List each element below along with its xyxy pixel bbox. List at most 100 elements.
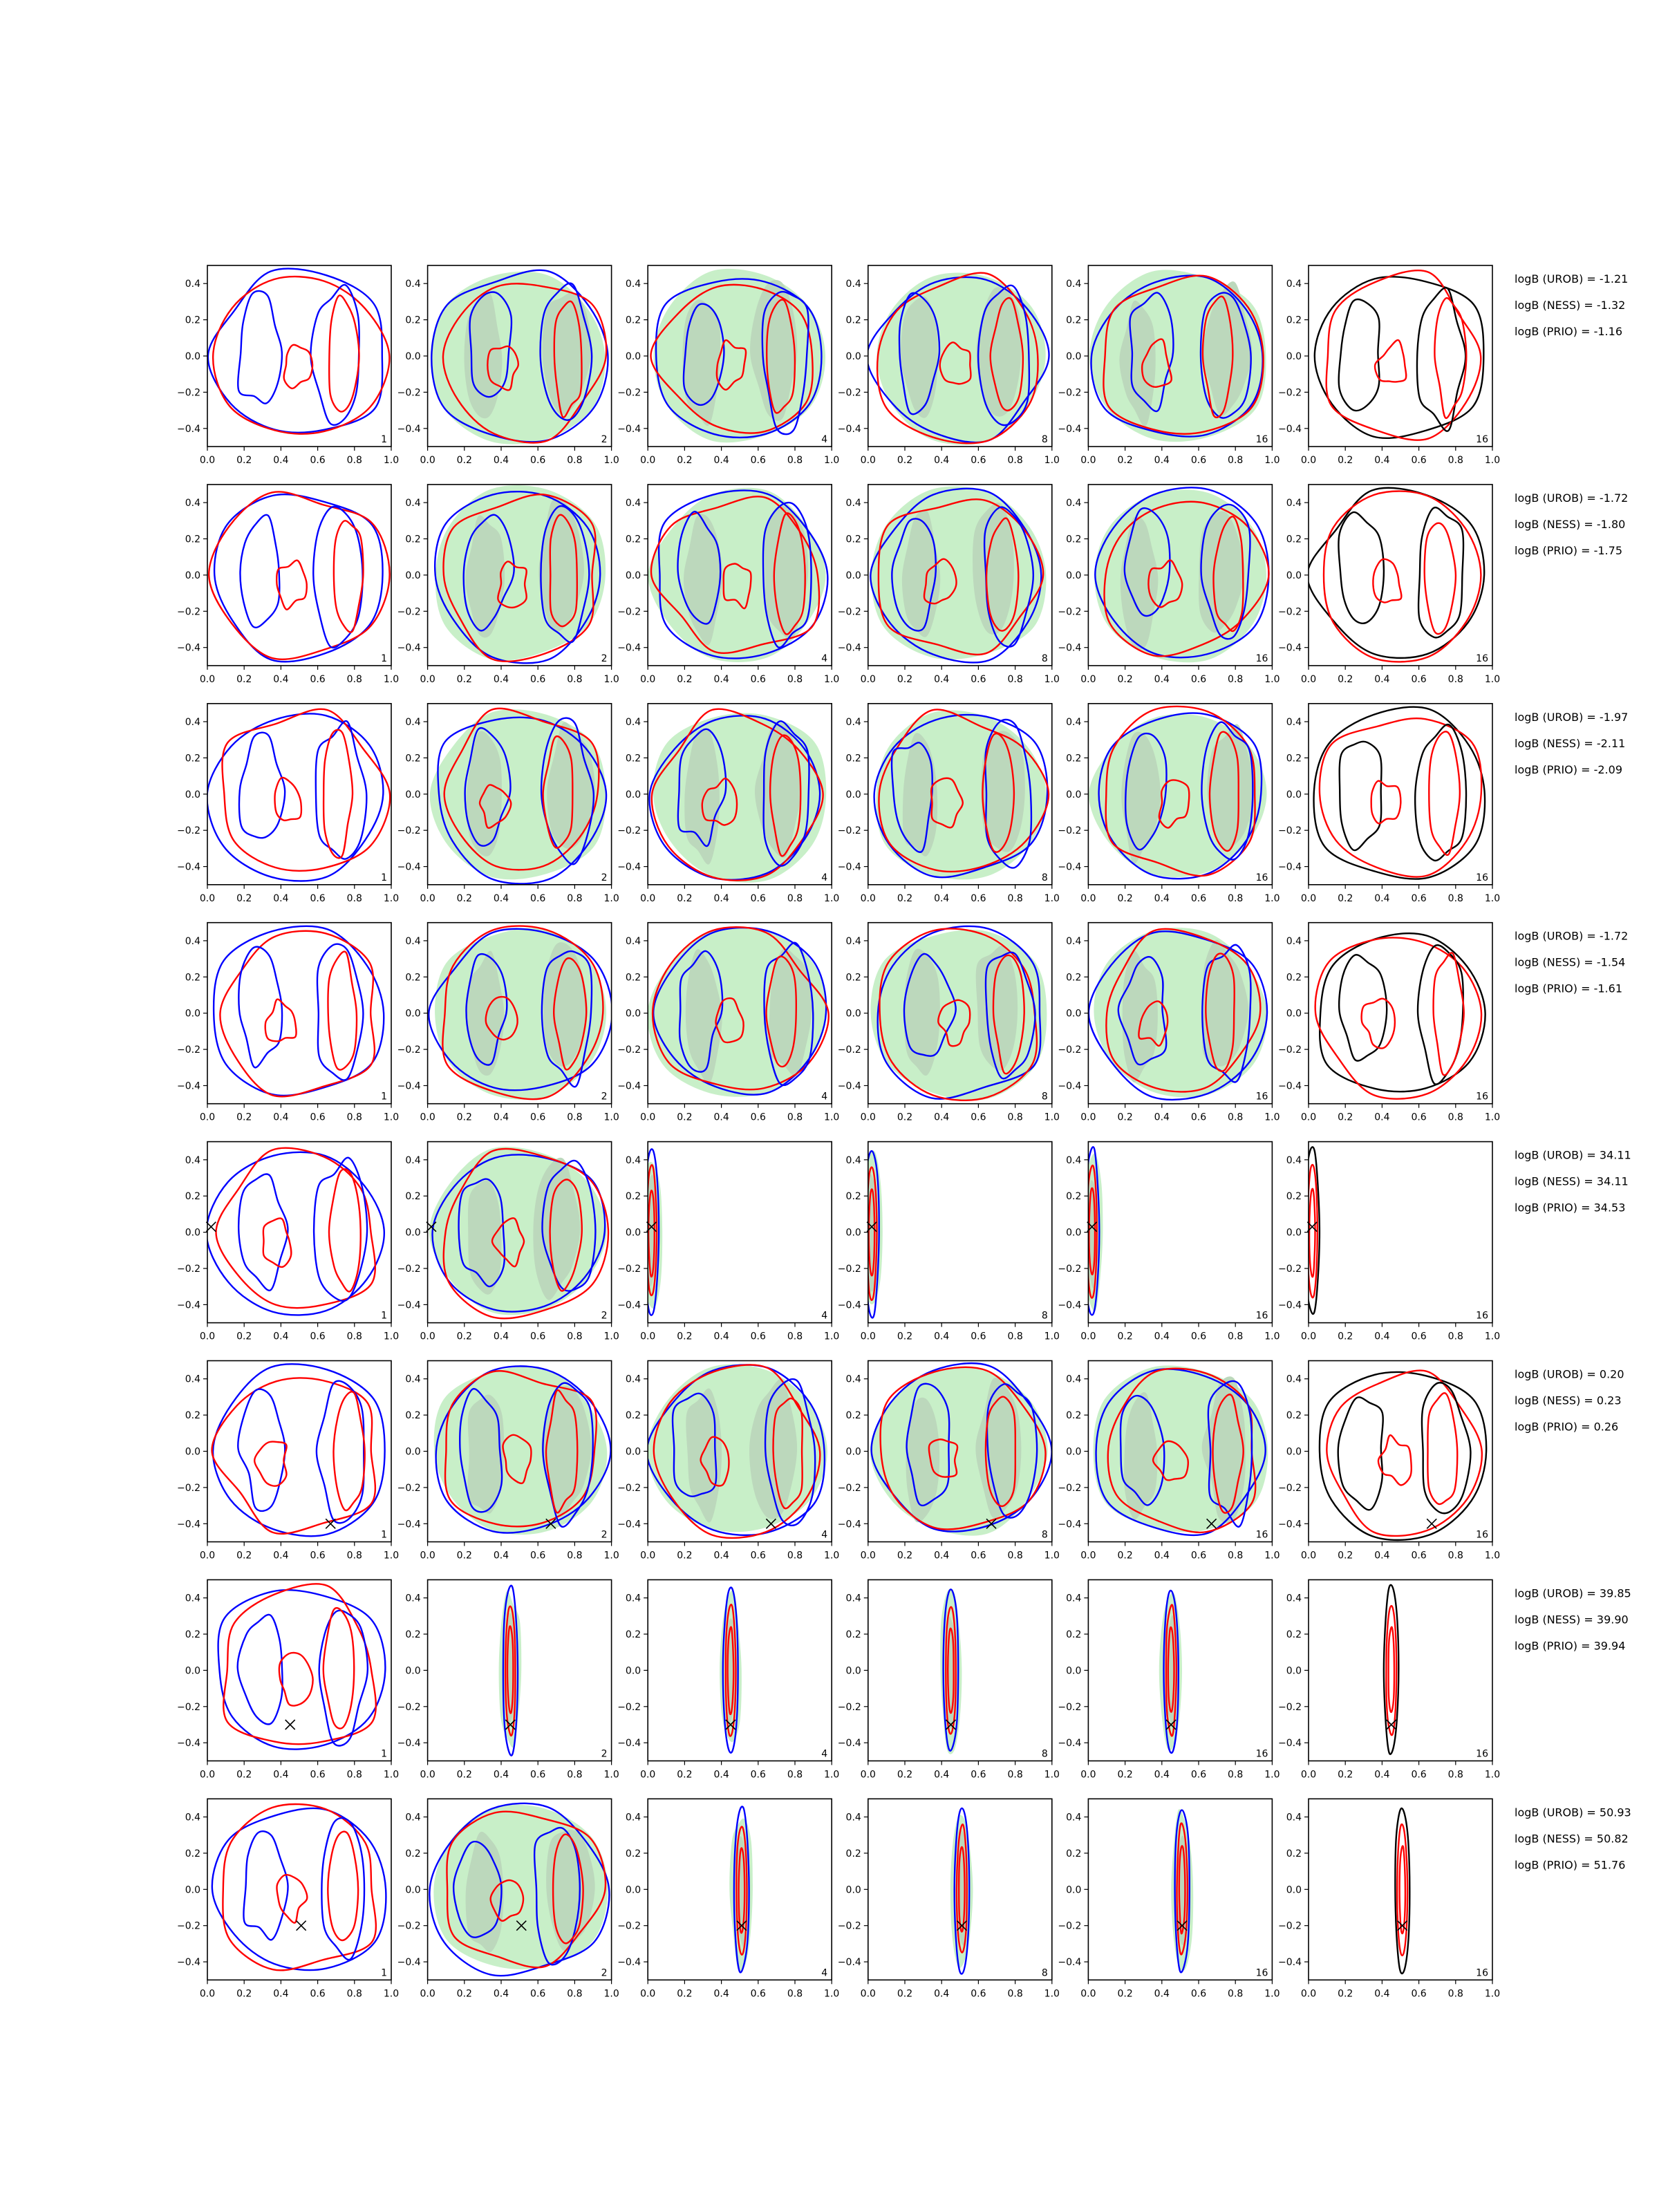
panel-frame	[1308, 1360, 1493, 1543]
x-tick-label: 1.0	[603, 1112, 619, 1123]
x-tick-label: 0.8	[347, 1769, 362, 1780]
x-tick-label: 0.8	[787, 1112, 803, 1123]
x-tick-label: 0.8	[1007, 1550, 1022, 1562]
y-tick-label: 0.0	[1286, 1228, 1302, 1239]
contour-left	[465, 953, 508, 1066]
logb-annotation: logB (PRIO) = -1.16	[1515, 325, 1622, 338]
row-2: 0.0 0.2 0.4 0.6 0.8 1.00.40.20.0−0.2−0.410.0 0…	[177, 484, 1628, 685]
y-tick-label: −0.2	[617, 1921, 641, 1932]
contour-small	[491, 1217, 525, 1268]
contour-right	[984, 718, 1033, 869]
true-value-marker	[1206, 1518, 1217, 1529]
true-value-marker	[725, 1719, 736, 1730]
x-tick-label: 0.6	[310, 455, 325, 466]
y-tick-label: 0.4	[1286, 936, 1302, 947]
x-tick-label: 0.2	[1338, 674, 1353, 685]
y-tick-label: −0.4	[838, 643, 861, 654]
row-3: 0.0 0.2 0.4 0.6 0.8 1.00.40.20.0−0.2−0.410.0 0…	[177, 702, 1628, 904]
x-tick-label: 0.6	[1191, 1769, 1206, 1780]
contour-outer-red	[1325, 269, 1482, 441]
y-tick-label: 0.0	[846, 570, 861, 581]
x-tick-label: 0.6	[1191, 1550, 1206, 1562]
panel: 0.0 0.2 0.4 0.6 0.8 1.0 0.4 0.2 0.0 −0.2 −0.4 16	[1058, 265, 1280, 466]
x-tick-label: 0.8	[1007, 1112, 1022, 1123]
contour-right-inner	[1428, 731, 1461, 856]
contour-outer	[722, 1586, 739, 1754]
x-tick-label: 0.6	[1411, 1550, 1426, 1562]
contour-right-inner	[327, 1830, 359, 1942]
x-tick-label: 0.0	[200, 1550, 215, 1562]
panel-sample-size-label: 2	[601, 1091, 608, 1103]
y-tick-label: −0.4	[838, 1300, 861, 1311]
x-tick-label: 0.8	[567, 455, 582, 466]
true-value-marker	[285, 1719, 296, 1730]
y-tick-label: 0.4	[846, 1374, 861, 1385]
panel-sample-size-label: 16	[1256, 1311, 1268, 1322]
contour-right-inner	[1427, 1392, 1459, 1506]
contour-mid	[955, 1824, 968, 1953]
x-tick-label: 0.2	[236, 674, 252, 685]
x-tick-label: 0.4	[273, 1550, 288, 1562]
x-tick-label: 1.0	[603, 1550, 619, 1562]
density-core	[981, 731, 1025, 852]
contour-right	[318, 1609, 369, 1747]
y-tick-label: 0.4	[1286, 279, 1302, 290]
y-tick-label: 0.0	[185, 1447, 200, 1458]
x-tick-label: 0.6	[530, 1550, 545, 1562]
panel: 0.0 0.2 0.4 0.6 0.8 1.0 0.4 0.2 0.0 −0.2 −0.4 2	[397, 702, 619, 904]
x-tick-label: 0.6	[751, 1331, 766, 1342]
contour-left	[237, 1173, 289, 1292]
contour-small	[1372, 558, 1403, 603]
contour-right	[533, 1826, 581, 1966]
x-tick-label: 0.4	[1374, 1331, 1389, 1342]
y-tick-label: 0.4	[1066, 279, 1081, 290]
contour-right	[986, 1382, 1038, 1519]
logb-annotations: logB (UROB) = -1.72 logB (NESS) = -1.80 lo…	[1515, 491, 1628, 557]
contour-inner	[1387, 1626, 1396, 1714]
logb-annotations: logB (UROB) = 50.93 logB (NESS) = 50.82 lo…	[1515, 1806, 1631, 1871]
panel: 0.0 0.2 0.4 0.6 0.8 1.0 0.4 0.2 0.0 −0.2 −0.4 4	[617, 1579, 839, 1780]
y-tick-label: −0.4	[177, 643, 200, 654]
panel-sample-size-label: 4	[821, 653, 827, 664]
x-tick-label: 1.0	[1044, 1112, 1060, 1123]
x-tick-label: 0.4	[934, 1988, 949, 1999]
x-tick-label: 0.0	[200, 1112, 215, 1123]
y-tick-label: −0.4	[1278, 1957, 1302, 1968]
y-tick-label: 0.0	[405, 570, 420, 581]
contour-mid	[1396, 1823, 1409, 1957]
x-tick-label: 0.2	[236, 1550, 252, 1562]
x-tick-label: 0.2	[1117, 1769, 1132, 1780]
y-tick-label: 0.4	[185, 1374, 200, 1385]
y-tick-label: 0.2	[1066, 972, 1081, 983]
y-tick-label: −0.4	[397, 862, 421, 873]
x-tick-label: 0.0	[640, 1769, 655, 1780]
panel-sample-size-label: 16	[1476, 872, 1488, 883]
x-tick-label: 0.2	[236, 1112, 252, 1123]
x-tick-label: 0.0	[1301, 1988, 1316, 1999]
x-tick-label: 0.6	[971, 455, 986, 466]
y-tick-label: −0.2	[1278, 606, 1302, 617]
contour-outer	[431, 269, 609, 443]
contour-left	[237, 290, 283, 404]
row-8: 0.0 0.2 0.4 0.6 0.8 1.00.40.20.0−0.2−0.410.0 0…	[177, 1798, 1631, 1999]
x-tick-label: 1.0	[1264, 455, 1280, 466]
y-tick-label: 0.2	[1066, 1629, 1081, 1640]
y-tick-label: 0.2	[405, 1848, 420, 1859]
x-tick-label: 0.0	[200, 1769, 215, 1780]
x-tick-label: 0.6	[971, 1988, 986, 1999]
contour-right-inner	[772, 1397, 803, 1510]
contour-right	[1200, 503, 1251, 640]
x-tick-label: 0.2	[677, 1550, 692, 1562]
x-tick-label: 0.8	[787, 455, 803, 466]
contour-small	[485, 995, 518, 1041]
y-tick-label: −0.4	[177, 1738, 200, 1749]
y-tick-label: −0.2	[1278, 825, 1302, 836]
panel-sample-size-label: 4	[821, 1530, 827, 1541]
x-tick-label: 1.0	[824, 1550, 839, 1562]
x-tick-label: 0.4	[934, 893, 949, 904]
plot-area	[1089, 270, 1266, 442]
x-tick-label: 0.6	[1191, 893, 1206, 904]
x-tick-label: 0.8	[1448, 455, 1463, 466]
y-tick-label: 0.2	[185, 1629, 200, 1640]
x-tick-label: 0.8	[787, 1331, 803, 1342]
